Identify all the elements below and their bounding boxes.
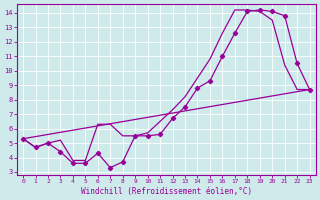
X-axis label: Windchill (Refroidissement éolien,°C): Windchill (Refroidissement éolien,°C) <box>81 187 252 196</box>
